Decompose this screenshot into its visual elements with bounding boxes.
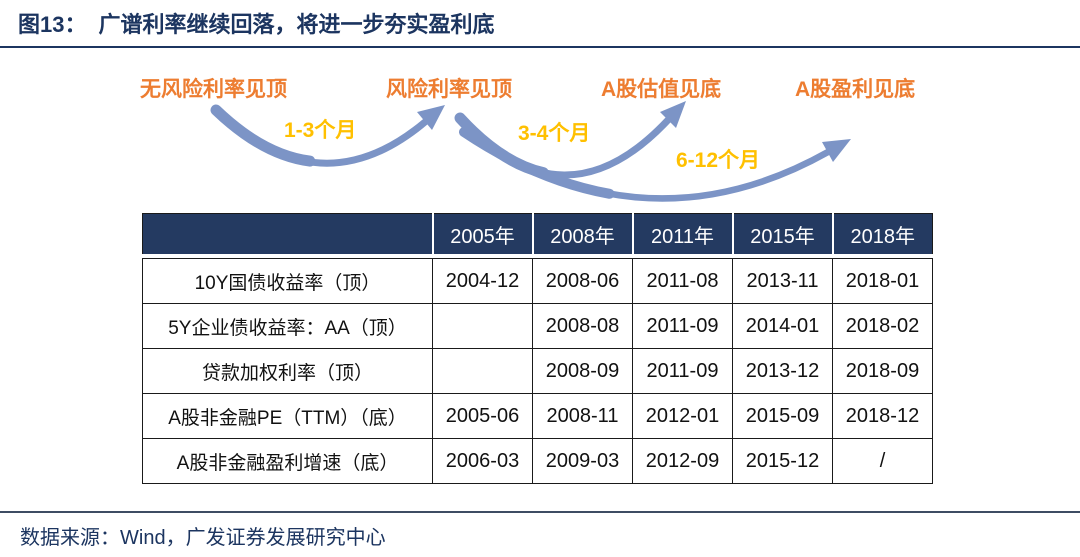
cell-value: 2014-01: [732, 303, 833, 349]
table-header-row: 2005年 2008年 2011年 2015年 2018年: [142, 213, 933, 254]
cell-value: 2013-11: [732, 258, 833, 304]
duration-label-1: 1-3个月: [284, 119, 357, 142]
flow-diagram: 无风险利率见顶 风险利率见顶 A股估值见底 A股盈利见底 1-3个月 3-4个月…: [0, 60, 1080, 212]
table-row: A股非金融PE（TTM）（底） 2005-06 2008-11 2012-01 …: [142, 393, 933, 439]
cell-value: 2004-12: [432, 258, 533, 304]
cell-value: 2008-06: [532, 258, 633, 304]
flow-node-ashare-earnings-bottom: A股盈利见底: [795, 78, 916, 101]
table-row: 贷款加权利率（顶） 2008-09 2011-09 2013-12 2018-0…: [142, 348, 933, 394]
data-table: 2005年 2008年 2011年 2015年 2018年 10Y国债收益率（顶…: [142, 213, 933, 484]
header-cell-2005: 2005年: [432, 213, 534, 254]
header-gap: [142, 254, 933, 259]
duration-label-2: 3-4个月: [518, 122, 591, 145]
cell-value: 2013-12: [732, 348, 833, 394]
row-label-ashare-nonfin-pe: A股非金融PE（TTM）（底）: [142, 393, 433, 439]
cell-value: 2008-11: [532, 393, 633, 439]
row-label-10y-treasury: 10Y国债收益率（顶）: [142, 258, 433, 304]
flow-node-riskfree-rate-peak: 无风险利率见顶: [140, 78, 287, 101]
cell-value: 2015-12: [732, 438, 833, 484]
flow-arrows-canvas: [210, 101, 851, 202]
cell-value: 2018-02: [832, 303, 933, 349]
cell-value: 2011-08: [632, 258, 733, 304]
header-cell-2018: 2018年: [832, 213, 933, 254]
row-label-loan-weighted-rate: 贷款加权利率（顶）: [142, 348, 433, 394]
cell-value: [432, 303, 533, 349]
flow-node-ashare-valuation-bottom: A股估值见底: [601, 78, 722, 101]
cell-value: 2008-08: [532, 303, 633, 349]
figure-number-label: 图13：: [18, 12, 87, 37]
footer-divider: [0, 511, 1080, 513]
cell-value: 2012-01: [632, 393, 733, 439]
header-cell-blank: [142, 213, 434, 254]
cell-value: 2006-03: [432, 438, 533, 484]
table-row: 5Y企业债收益率：AA（顶） 2008-08 2011-09 2014-01 2…: [142, 303, 933, 349]
table-row: A股非金融盈利增速（底） 2006-03 2009-03 2012-09 201…: [142, 438, 933, 484]
row-label-ashare-nonfin-earnings-growth: A股非金融盈利增速（底）: [142, 438, 433, 484]
cell-value: 2011-09: [632, 303, 733, 349]
flow-arrow-1: [210, 104, 445, 167]
cell-value: 2008-09: [532, 348, 633, 394]
cell-value: /: [832, 438, 933, 484]
cell-value: 2005-06: [432, 393, 533, 439]
title-divider: [0, 46, 1080, 48]
cell-value: 2009-03: [532, 438, 633, 484]
cell-value: 2018-01: [832, 258, 933, 304]
cell-value: 2018-12: [832, 393, 933, 439]
cell-value: 2018-09: [832, 348, 933, 394]
data-source-note: 数据来源：Wind，广发证券发展研究中心: [20, 527, 386, 549]
data-table-wrap: 2005年 2008年 2011年 2015年 2018年 10Y国债收益率（顶…: [142, 213, 933, 484]
cell-value: [432, 348, 533, 394]
figure-title: 图13： 广谱利率继续回落，将进一步夯实盈利底: [18, 7, 495, 39]
duration-label-3: 6-12个月: [676, 149, 761, 172]
row-label-5y-corp-bond: 5Y企业债收益率：AA（顶）: [142, 303, 433, 349]
header-cell-2011: 2011年: [632, 213, 734, 254]
header-cell-2015: 2015年: [732, 213, 834, 254]
table-row: 10Y国债收益率（顶） 2004-12 2008-06 2011-08 2013…: [142, 258, 933, 304]
flow-node-risk-rate-peak: 风险利率见顶: [386, 78, 512, 101]
cell-value: 2011-09: [632, 348, 733, 394]
cell-value: 2012-09: [632, 438, 733, 484]
cell-value: 2015-09: [732, 393, 833, 439]
flow-arrow-3: [459, 127, 851, 202]
figure-title-text: 广谱利率继续回落，将进一步夯实盈利底: [98, 12, 495, 37]
header-cell-2008: 2008年: [532, 213, 634, 254]
